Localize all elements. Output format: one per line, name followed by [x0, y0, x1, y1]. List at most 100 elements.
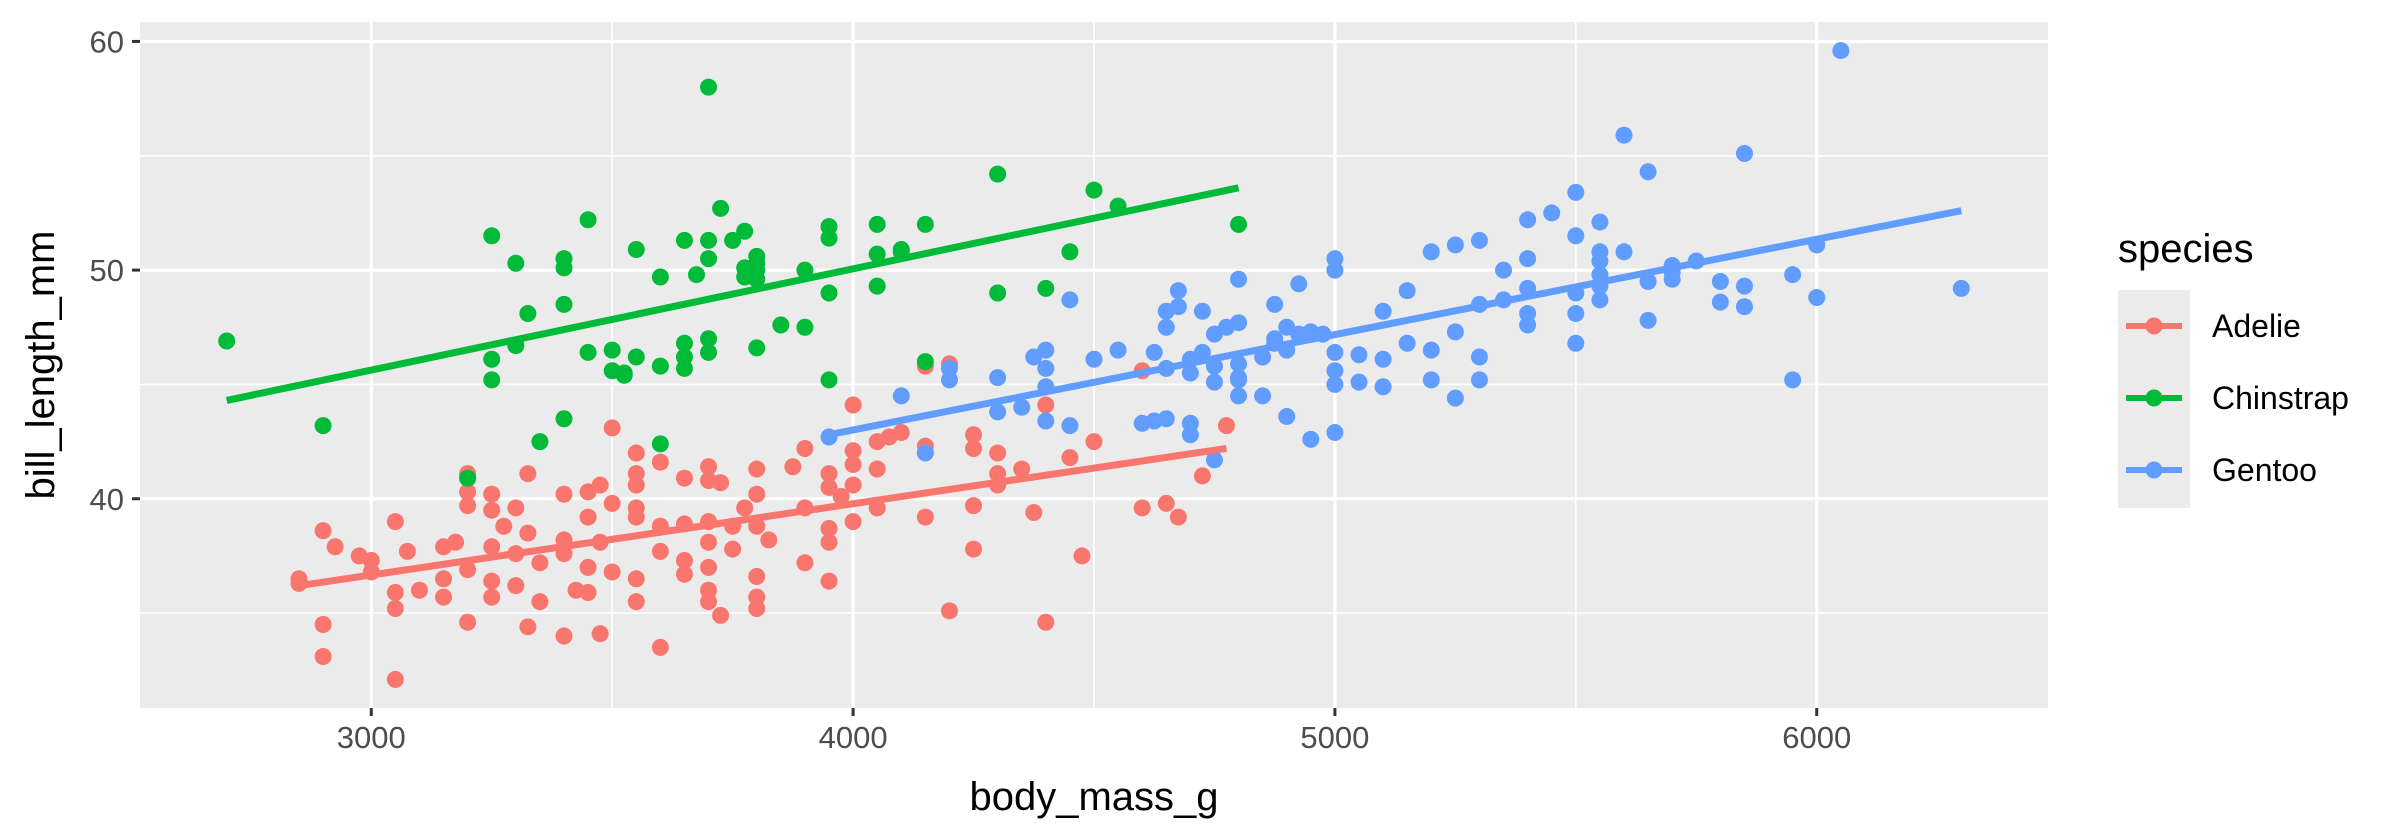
data-point — [603, 563, 621, 581]
data-point — [1567, 227, 1585, 245]
data-point — [820, 284, 838, 302]
data-point — [700, 558, 718, 576]
data-point — [1446, 323, 1464, 341]
y-tick-label: 60 — [90, 24, 124, 59]
data-point — [868, 245, 886, 263]
data-point — [1350, 373, 1368, 391]
data-point — [1519, 316, 1537, 334]
data-point — [1193, 467, 1211, 485]
data-point — [868, 460, 886, 478]
data-point — [1181, 426, 1199, 444]
y-tick-label: 50 — [90, 253, 124, 288]
data-point — [1326, 261, 1344, 279]
data-point — [627, 241, 645, 259]
data-point — [218, 332, 236, 350]
data-point — [1037, 341, 1055, 359]
data-point — [627, 570, 645, 588]
legend-item-chinstrap: Chinstrap — [2126, 380, 2349, 416]
series-chinstrap-points — [218, 78, 1248, 487]
data-point — [1591, 291, 1609, 309]
data-point — [1218, 417, 1235, 435]
data-point — [700, 458, 718, 476]
fit-lines — [226, 184, 1962, 590]
data-point — [796, 439, 814, 457]
legend-title: species — [2118, 227, 2254, 271]
data-point — [892, 241, 910, 259]
data-point — [700, 533, 718, 551]
data-point — [1711, 273, 1729, 291]
data-point — [314, 417, 332, 435]
data-point — [1169, 298, 1187, 316]
data-point — [965, 426, 983, 444]
legend-item-adelie: Adelie — [2126, 308, 2301, 344]
data-point — [1422, 243, 1440, 261]
data-point — [579, 343, 597, 361]
x-axis: 3000 4000 5000 6000 — [337, 708, 1851, 755]
data-point — [1157, 410, 1175, 428]
data-point — [989, 284, 1007, 302]
data-point — [1085, 350, 1103, 368]
data-point — [712, 606, 730, 624]
data-point — [1808, 289, 1826, 307]
data-point — [736, 222, 754, 240]
data-point — [868, 215, 886, 233]
data-point — [989, 369, 1007, 387]
data-point — [700, 78, 718, 96]
data-point — [555, 485, 573, 503]
data-point — [531, 593, 549, 611]
data-point — [724, 540, 742, 558]
data-point — [555, 627, 573, 645]
data-point — [483, 485, 501, 503]
data-point — [627, 593, 645, 611]
data-point — [1230, 371, 1248, 389]
data-point — [700, 250, 718, 268]
data-point — [712, 199, 730, 217]
data-point — [627, 476, 645, 494]
data-point — [916, 444, 934, 462]
data-point — [410, 581, 428, 599]
data-point — [1422, 341, 1440, 359]
data-point — [314, 648, 332, 666]
data-point — [1230, 215, 1248, 233]
data-point — [748, 460, 766, 478]
data-point — [736, 499, 754, 517]
data-point — [1061, 243, 1079, 261]
data-point — [1230, 270, 1248, 288]
data-point — [1145, 343, 1163, 361]
legend-key-point — [2145, 461, 2163, 479]
data-point — [386, 584, 404, 602]
data-point — [1567, 305, 1585, 323]
data-point — [940, 602, 958, 620]
data-point — [844, 513, 862, 531]
data-point — [1290, 275, 1308, 293]
data-point — [651, 453, 669, 471]
data-point — [579, 558, 597, 576]
data-point — [459, 469, 477, 487]
data-point — [1470, 371, 1488, 389]
data-point — [1205, 451, 1223, 469]
data-point — [820, 533, 838, 551]
data-point — [1037, 396, 1055, 414]
data-point — [965, 497, 983, 515]
data-point — [844, 396, 862, 414]
data-point — [1398, 334, 1416, 352]
data-point — [1615, 126, 1633, 144]
data-point — [459, 483, 477, 501]
data-point — [748, 568, 766, 586]
data-point — [1085, 433, 1103, 451]
data-point — [965, 540, 983, 558]
x-axis-title: body_mass_g — [969, 775, 1218, 819]
data-point — [1446, 389, 1464, 407]
data-point — [1254, 387, 1272, 405]
legend-key-point — [2145, 389, 2163, 407]
x-tick-label: 6000 — [1782, 720, 1851, 755]
data-point — [627, 348, 645, 366]
data-point — [1470, 348, 1488, 366]
data-point — [519, 618, 537, 636]
data-point — [916, 353, 934, 371]
data-point — [1061, 449, 1079, 467]
data-point — [892, 423, 910, 441]
data-point — [1591, 252, 1609, 270]
major-gridlines — [140, 22, 2048, 708]
